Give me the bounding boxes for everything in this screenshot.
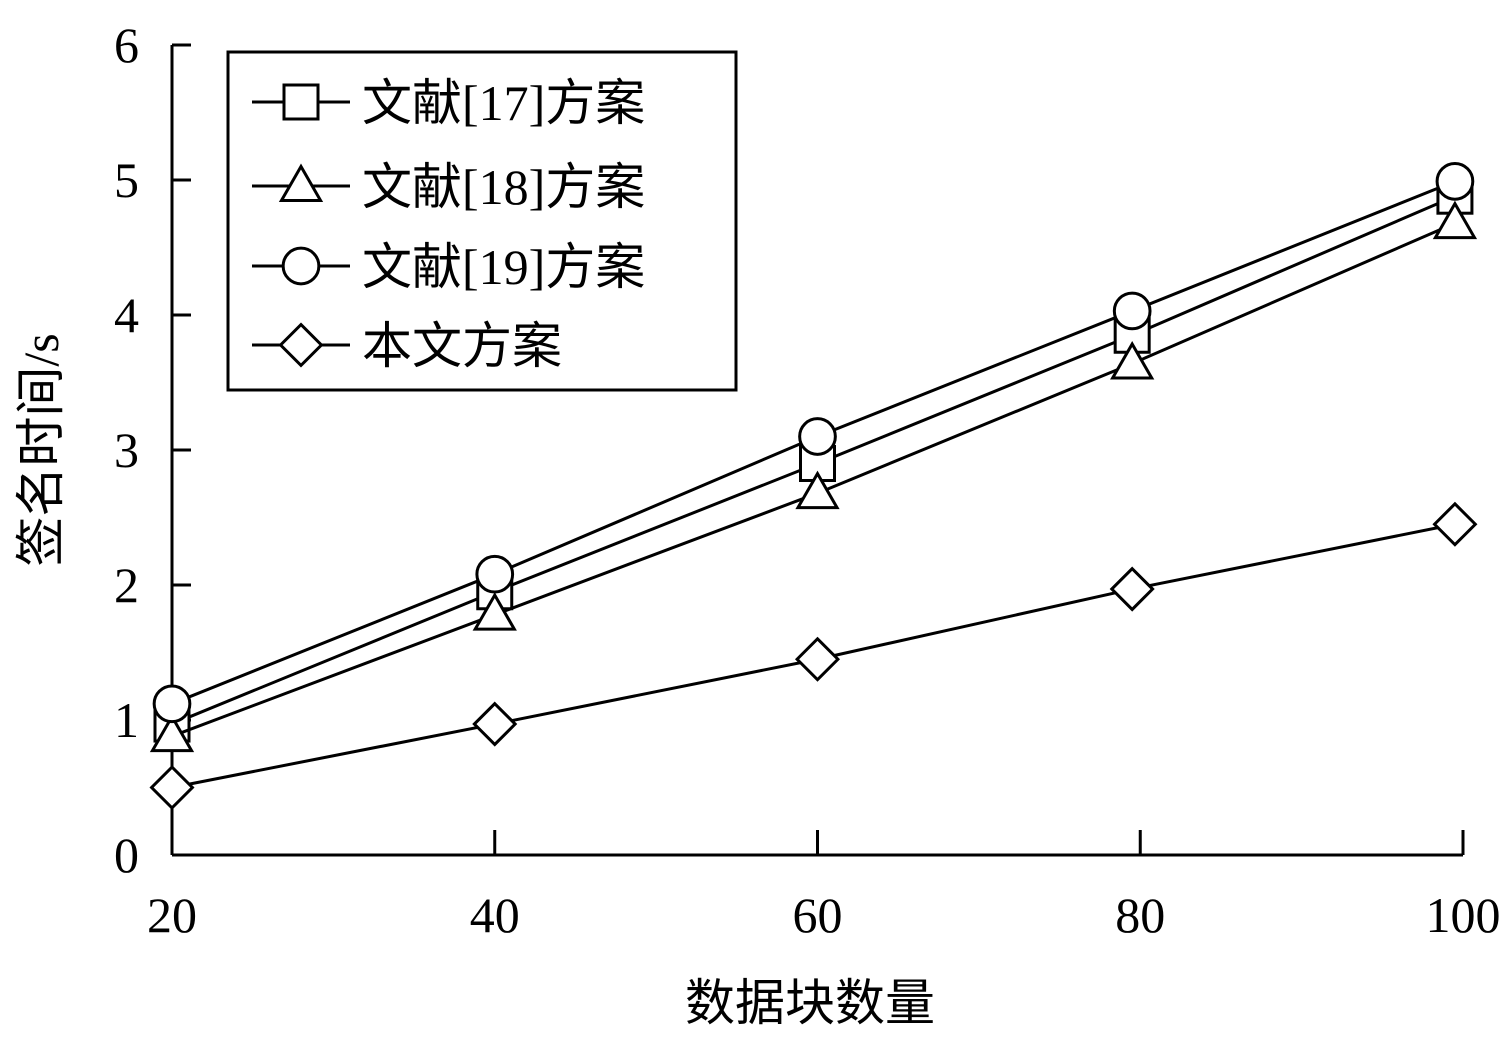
data-point-circle	[1112, 291, 1152, 331]
series-diamond	[149, 501, 1478, 811]
data-point-diamond	[149, 764, 195, 811]
data-point-triangle	[472, 592, 517, 631]
y-tick-label: 0	[114, 827, 139, 883]
x-tick-label: 100	[1426, 887, 1501, 943]
y-tick-label: 3	[114, 422, 139, 478]
y-axis-title: 签名时间/s	[13, 333, 69, 566]
legend-item: 文献[18]方案	[252, 159, 645, 215]
data-point-circle	[475, 554, 515, 594]
legend-label: 本文方案	[362, 318, 562, 374]
x-tick-label: 80	[1115, 887, 1165, 943]
legend-marker-triangle	[278, 163, 324, 202]
series-circle	[152, 162, 1475, 724]
legend-marker-diamond	[278, 322, 324, 368]
y-tick-label: 5	[114, 152, 139, 208]
data-point-diamond	[1432, 501, 1478, 547]
y-tick-label: 6	[114, 17, 139, 73]
series-layer	[149, 162, 1478, 811]
data-point-triangle	[149, 713, 195, 753]
series-triangle	[149, 200, 1478, 753]
y-tick-label: 1	[114, 692, 139, 748]
legend-marker-circle	[281, 246, 321, 286]
x-tick-label: 40	[470, 887, 520, 943]
axes: 0 1 2 3 4 5 6 20 40 60 80 100	[114, 17, 1501, 943]
data-point-triangle	[1432, 200, 1478, 240]
x-tick-label: 60	[793, 887, 843, 943]
legend-label: 文献[19]方案	[362, 239, 645, 295]
data-point-circle	[152, 684, 192, 724]
legend-item: 文献[19]方案	[252, 239, 645, 295]
legend-marker-square	[282, 83, 320, 121]
y-tick-label: 4	[114, 287, 139, 343]
data-point-diamond	[472, 701, 518, 747]
y-tick-label: 2	[114, 557, 139, 613]
data-point-circle	[798, 417, 837, 456]
data-point-diamond	[794, 636, 841, 682]
data-point-diamond	[1109, 566, 1155, 612]
legend-item: 文献[17]方案	[252, 75, 645, 131]
data-point-triangle	[795, 470, 840, 510]
x-tick-label: 20	[147, 887, 197, 943]
legend-label: 文献[17]方案	[362, 75, 645, 131]
data-point-triangle	[1110, 341, 1155, 380]
data-point-circle	[1435, 162, 1475, 201]
legend-item: 本文方案	[252, 318, 562, 374]
legend-label: 文献[18]方案	[362, 159, 645, 215]
x-axis-title: 数据块数量	[685, 975, 935, 1031]
